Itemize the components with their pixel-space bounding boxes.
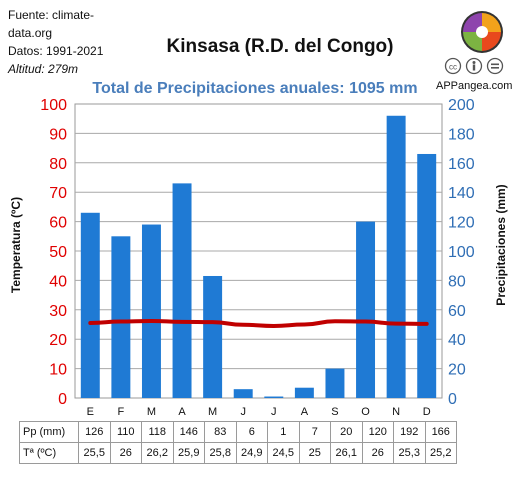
precip-cell: 6 xyxy=(235,421,268,443)
month-tick-label: D xyxy=(423,406,431,418)
temp-cell: 25 xyxy=(298,442,331,464)
right-tick-label: 120 xyxy=(448,215,475,232)
right-tick-label: 40 xyxy=(448,332,466,349)
temp-cell: 26 xyxy=(109,442,142,464)
precip-cell: 20 xyxy=(330,421,363,443)
right-tick-label: 0 xyxy=(448,391,457,408)
temp-cell: 26 xyxy=(361,442,394,464)
precip-bar xyxy=(325,368,345,398)
precip-bar xyxy=(356,221,376,398)
right-tick-label: 100 xyxy=(448,244,475,261)
source-line-2: data.org xyxy=(8,26,53,40)
month-tick-label: J xyxy=(271,406,277,418)
temp-cell: 24,5 xyxy=(267,442,300,464)
chart-title: Kinsasa (R.D. del Congo) xyxy=(166,36,394,57)
precip-cell: 126 xyxy=(78,421,111,443)
left-tick-label: 40 xyxy=(49,273,67,290)
month-tick-label: O xyxy=(361,406,370,418)
svg-text:cc: cc xyxy=(449,63,457,72)
brand-label: APPangea.com xyxy=(436,80,513,92)
temp-row-label: Tª (ºC) xyxy=(19,442,79,464)
temp-cell: 25,2 xyxy=(424,442,457,464)
source-line-3: Datos: 1991-2021 xyxy=(8,44,104,58)
precip-bar xyxy=(80,212,100,398)
month-tick-label: F xyxy=(118,406,125,418)
temperature-line xyxy=(88,318,429,328)
precip-cell: 110 xyxy=(109,421,142,443)
precip-bar xyxy=(386,115,406,398)
left-tick-label: 80 xyxy=(49,156,67,173)
precip-cell: 146 xyxy=(172,421,205,443)
precip-bar xyxy=(172,183,192,398)
precip-cell: 166 xyxy=(424,421,457,443)
left-tick-label: 0 xyxy=(58,391,67,408)
precip-bar xyxy=(111,236,131,398)
left-tick-label: 100 xyxy=(40,97,67,114)
right-tick-label: 20 xyxy=(448,362,466,379)
month-tick-label: M xyxy=(147,406,156,418)
temp-cell: 26,2 xyxy=(141,442,174,464)
precip-cell: 1 xyxy=(267,421,300,443)
temp-cell: 25,3 xyxy=(393,442,426,464)
left-tick-label: 90 xyxy=(49,126,67,143)
creative-commons-icon: cc xyxy=(444,57,504,75)
right-tick-label: 200 xyxy=(448,97,475,114)
temp-cell: 24,9 xyxy=(235,442,268,464)
temp-cell: 25,8 xyxy=(204,442,237,464)
precip-bar xyxy=(264,396,284,398)
month-tick-label: E xyxy=(87,406,94,418)
precip-bar xyxy=(141,224,161,398)
month-tick-label: A xyxy=(178,406,186,418)
precip-cell: 118 xyxy=(141,421,174,443)
left-tick-label: 30 xyxy=(49,303,67,320)
precip-bar xyxy=(294,387,314,398)
left-tick-label: 20 xyxy=(49,332,67,349)
month-tick-label: N xyxy=(392,406,400,418)
precip-cell: 120 xyxy=(361,421,394,443)
left-tick-label: 60 xyxy=(49,215,67,232)
precip-cell: 192 xyxy=(393,421,426,443)
appangea-logo-icon xyxy=(461,11,503,53)
month-tick-label: S xyxy=(331,406,338,418)
precip-row: Pp (mm) 126 110 118 146 83 6 1 7 20 120 … xyxy=(19,421,457,443)
precip-bar xyxy=(233,389,253,398)
precip-bar xyxy=(203,275,223,398)
precip-cell: 83 xyxy=(204,421,237,443)
precip-bar xyxy=(417,153,437,398)
right-tick-label: 180 xyxy=(448,126,475,143)
precip-row-label: Pp (mm) xyxy=(19,421,79,443)
altitude-label: Altitud: 279m xyxy=(8,62,79,76)
right-tick-label: 160 xyxy=(448,156,475,173)
month-tick-label: A xyxy=(301,406,309,418)
data-table: Pp (mm) 126 110 118 146 83 6 1 7 20 120 … xyxy=(19,421,457,464)
source-line-1: Fuente: climate- xyxy=(8,8,95,22)
right-tick-label: 140 xyxy=(448,185,475,202)
right-tick-label: 80 xyxy=(448,273,466,290)
left-tick-label: 50 xyxy=(49,244,67,261)
right-tick-label: 60 xyxy=(448,303,466,320)
temp-cell: 25,5 xyxy=(78,442,111,464)
left-tick-label: 70 xyxy=(49,185,67,202)
precip-cell: 7 xyxy=(298,421,331,443)
temp-cell: 26,1 xyxy=(330,442,363,464)
temp-cell: 25,9 xyxy=(172,442,205,464)
month-tick-label: M xyxy=(208,406,217,418)
chart-subtitle: Total de Precipitaciones anuales: 1095 m… xyxy=(92,80,418,97)
month-tick-label: J xyxy=(240,406,246,418)
left-tick-label: 10 xyxy=(49,362,67,379)
temp-row: Tª (ºC) 25,5 26 26,2 25,9 25,8 24,9 24,5… xyxy=(19,442,457,464)
